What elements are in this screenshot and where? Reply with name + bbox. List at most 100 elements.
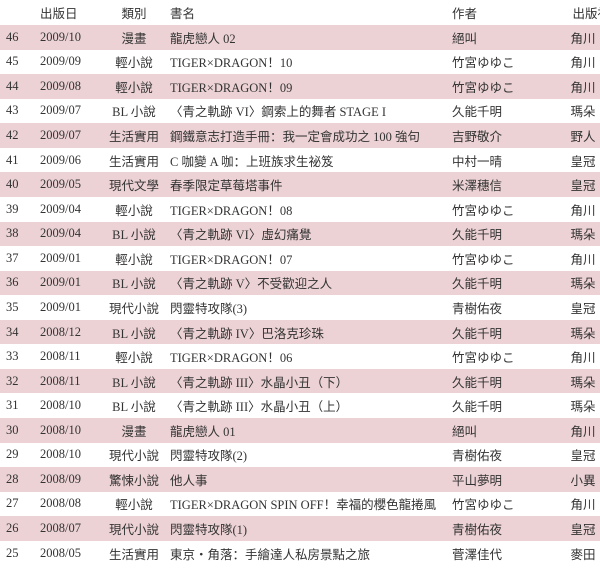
cell-publisher: 角川: [570, 252, 596, 267]
table-row: 32 2008/11 BL 小說 〈青之軌跡 III〉水晶小丑（下） 久能千明 瑪朵: [0, 368, 600, 394]
cell-author: 絕叫: [452, 418, 552, 443]
table-row: 46 2009/10 漫畫 龍虎戀人 02 絕叫 角川: [0, 25, 600, 50]
cell-date: 2009/06: [40, 152, 81, 167]
cell-author: 米澤穗信: [452, 172, 552, 197]
cell-category: 輕小說: [115, 351, 153, 366]
cell-author: 久能千明: [452, 221, 552, 247]
header-title: 書名: [170, 7, 196, 21]
table-row: 34 2008/12 BL 小說 〈青之軌跡 IV〉巴洛克珍珠 久能千明 瑪朵: [0, 319, 600, 345]
cell-date: 2009/05: [36, 172, 104, 197]
cell-date: 2008/09: [36, 467, 104, 492]
cell-author: 竹宮ゆゆこ: [452, 203, 515, 218]
cell-author: 竹宮ゆゆこ: [452, 74, 552, 99]
cell-publisher: 瑪朵: [552, 319, 600, 345]
cell-category: 現代小說: [108, 449, 159, 464]
cell-date: 2009/07: [36, 123, 104, 148]
cell-no: 32: [0, 368, 36, 394]
cell-no: 40: [0, 172, 36, 197]
cell-publisher: 角川: [552, 418, 600, 443]
cell-author: 竹宮ゆゆこ: [452, 56, 515, 71]
cell-no: 43: [6, 103, 19, 118]
cell-category: 輕小說: [104, 74, 164, 99]
cell-publisher: 小異: [552, 467, 600, 492]
cell-title: 龍虎戀人 02: [164, 25, 452, 50]
table-row: 26 2008/07 現代小說 閃靈特攻隊(1) 青樹佑夜 皇冠: [0, 516, 600, 541]
table-row: 25 2008/05 生活實用 東京・角落：手繪達人私房景點之旅 菅澤佳代 麥田: [0, 541, 600, 566]
cell-title: TIGER×DRAGON！07: [170, 252, 293, 267]
cell-author: 竹宮ゆゆこ: [452, 252, 515, 267]
cell-date: 2009/09: [40, 54, 81, 69]
cell-publisher: 皇冠: [570, 301, 596, 316]
table-row: 28 2008/09 驚悚小說 他人事 平山夢明 小異: [0, 467, 600, 492]
cell-publisher: 角川: [570, 498, 596, 513]
table-row: 39 2009/04 輕小說 TIGER×DRAGON！08 竹宮ゆゆこ 角川: [0, 197, 600, 222]
cell-title: 閃靈特攻隊(1): [164, 516, 452, 541]
cell-author: 久能千明: [452, 319, 552, 345]
table-row: 31 2008/10 BL 小說 〈青之軌跡 III〉水晶小丑（上） 久能千明 瑪朵: [0, 393, 600, 418]
cell-category: 生活實用: [108, 154, 159, 169]
cell-title: TIGER×DRAGON SPIN OFF！幸福的櫻色龍捲風: [170, 498, 437, 513]
cell-author: 青樹佑夜: [452, 301, 503, 316]
cell-category: BL 小說: [104, 319, 164, 345]
table-body: 46 2009/10 漫畫 龍虎戀人 02 絕叫 角川 45 2009/09 輕小說 TIGER×…: [0, 25, 600, 565]
cell-title: 〈青之軌跡 VI〉鋼索上的舞者 STAGE I: [170, 105, 387, 120]
cell-publisher: 角川: [570, 56, 596, 71]
cell-category: 輕小說: [115, 498, 153, 513]
cell-author: 平山夢明: [452, 467, 552, 492]
cell-author: 久能千明: [452, 368, 552, 394]
cell-category: BL 小說: [104, 221, 164, 247]
cell-title: TIGER×DRAGON！10: [170, 56, 293, 71]
cell-title: 他人事: [164, 467, 452, 492]
cell-publisher: 角川: [570, 203, 596, 218]
cell-title: 〈青之軌跡 V〉不受歡迎之人: [164, 270, 452, 296]
cell-publisher: 角川: [552, 74, 600, 99]
cell-no: 31: [6, 398, 19, 413]
cell-category: 生活實用: [108, 547, 159, 562]
cell-category: 漫畫: [104, 418, 164, 443]
cell-publisher: 皇冠: [570, 154, 596, 169]
table-row: 30 2008/10 漫畫 龍虎戀人 01 絕叫 角川: [0, 418, 600, 443]
cell-publisher: 角川: [570, 351, 596, 366]
cell-no: 35: [6, 299, 19, 314]
cell-publisher: 皇冠: [552, 516, 600, 541]
cell-date: 2009/01: [40, 299, 81, 314]
table-row: 35 2009/01 現代小說 閃靈特攻隊(3) 青樹佑夜 皇冠: [0, 295, 600, 320]
header-date: 出版日: [40, 7, 78, 21]
cell-no: 46: [0, 25, 36, 50]
cell-date: 2008/05: [40, 545, 81, 560]
table-row: 42 2009/07 生活實用 鋼鐵意志打造手冊：我一定會成功之 100 強句 吉野敬介…: [0, 123, 600, 148]
table-row: 41 2009/06 生活實用 C 咖變 A 咖：上班族求生祕笈 中村一晴 皇冠: [0, 148, 600, 173]
table-row: 36 2009/01 BL 小說 〈青之軌跡 V〉不受歡迎之人 久能千明 瑪朵: [0, 270, 600, 296]
cell-publisher: 角川: [552, 25, 600, 50]
cell-category: 輕小說: [115, 252, 153, 267]
cell-category: 漫畫: [104, 25, 164, 50]
table-row: 27 2008/08 輕小說 TIGER×DRAGON SPIN OFF！幸福的櫻色龍…: [0, 492, 600, 517]
cell-title: 〈青之軌跡 III〉水晶小丑（上）: [170, 400, 349, 415]
cell-no: 38: [0, 221, 36, 247]
cell-title: 〈青之軌跡 VI〉虛幻痛覺: [164, 221, 452, 247]
cell-title: 東京・角落：手繪達人私房景點之旅: [170, 547, 371, 562]
cell-no: 28: [0, 467, 36, 492]
cell-publisher: 皇冠: [552, 172, 600, 197]
table-row: 38 2009/04 BL 小說 〈青之軌跡 VI〉虛幻痛覺 久能千明 瑪朵: [0, 221, 600, 247]
cell-no: 45: [6, 54, 19, 69]
cell-title: 〈青之軌跡 IV〉巴洛克珍珠: [164, 319, 452, 345]
cell-date: 2008/11: [36, 368, 104, 394]
table-row: 45 2009/09 輕小說 TIGER×DRAGON！10 竹宮ゆゆこ 角川: [0, 50, 600, 75]
cell-date: 2008/10: [40, 398, 81, 413]
table-row: 43 2009/07 BL 小說 〈青之軌跡 VI〉鋼索上的舞者 STAGE I 久能千…: [0, 99, 600, 124]
cell-title: 閃靈特攻隊(3): [170, 301, 248, 316]
cell-date: 2008/07: [36, 516, 104, 541]
cell-title: TIGER×DRAGON！09: [164, 74, 452, 99]
cell-publisher: 瑪朵: [552, 368, 600, 394]
cell-category: BL 小說: [112, 400, 156, 415]
cell-no: 42: [0, 123, 36, 148]
cell-category: 輕小說: [115, 56, 153, 71]
cell-date: 2009/04: [40, 201, 81, 216]
cell-no: 26: [0, 516, 36, 541]
cell-category: 輕小說: [115, 203, 153, 218]
cell-date: 2008/12: [36, 319, 104, 345]
cell-publisher: 瑪朵: [552, 221, 600, 247]
cell-date: 2008/10: [40, 447, 81, 462]
cell-no: 29: [6, 447, 19, 462]
